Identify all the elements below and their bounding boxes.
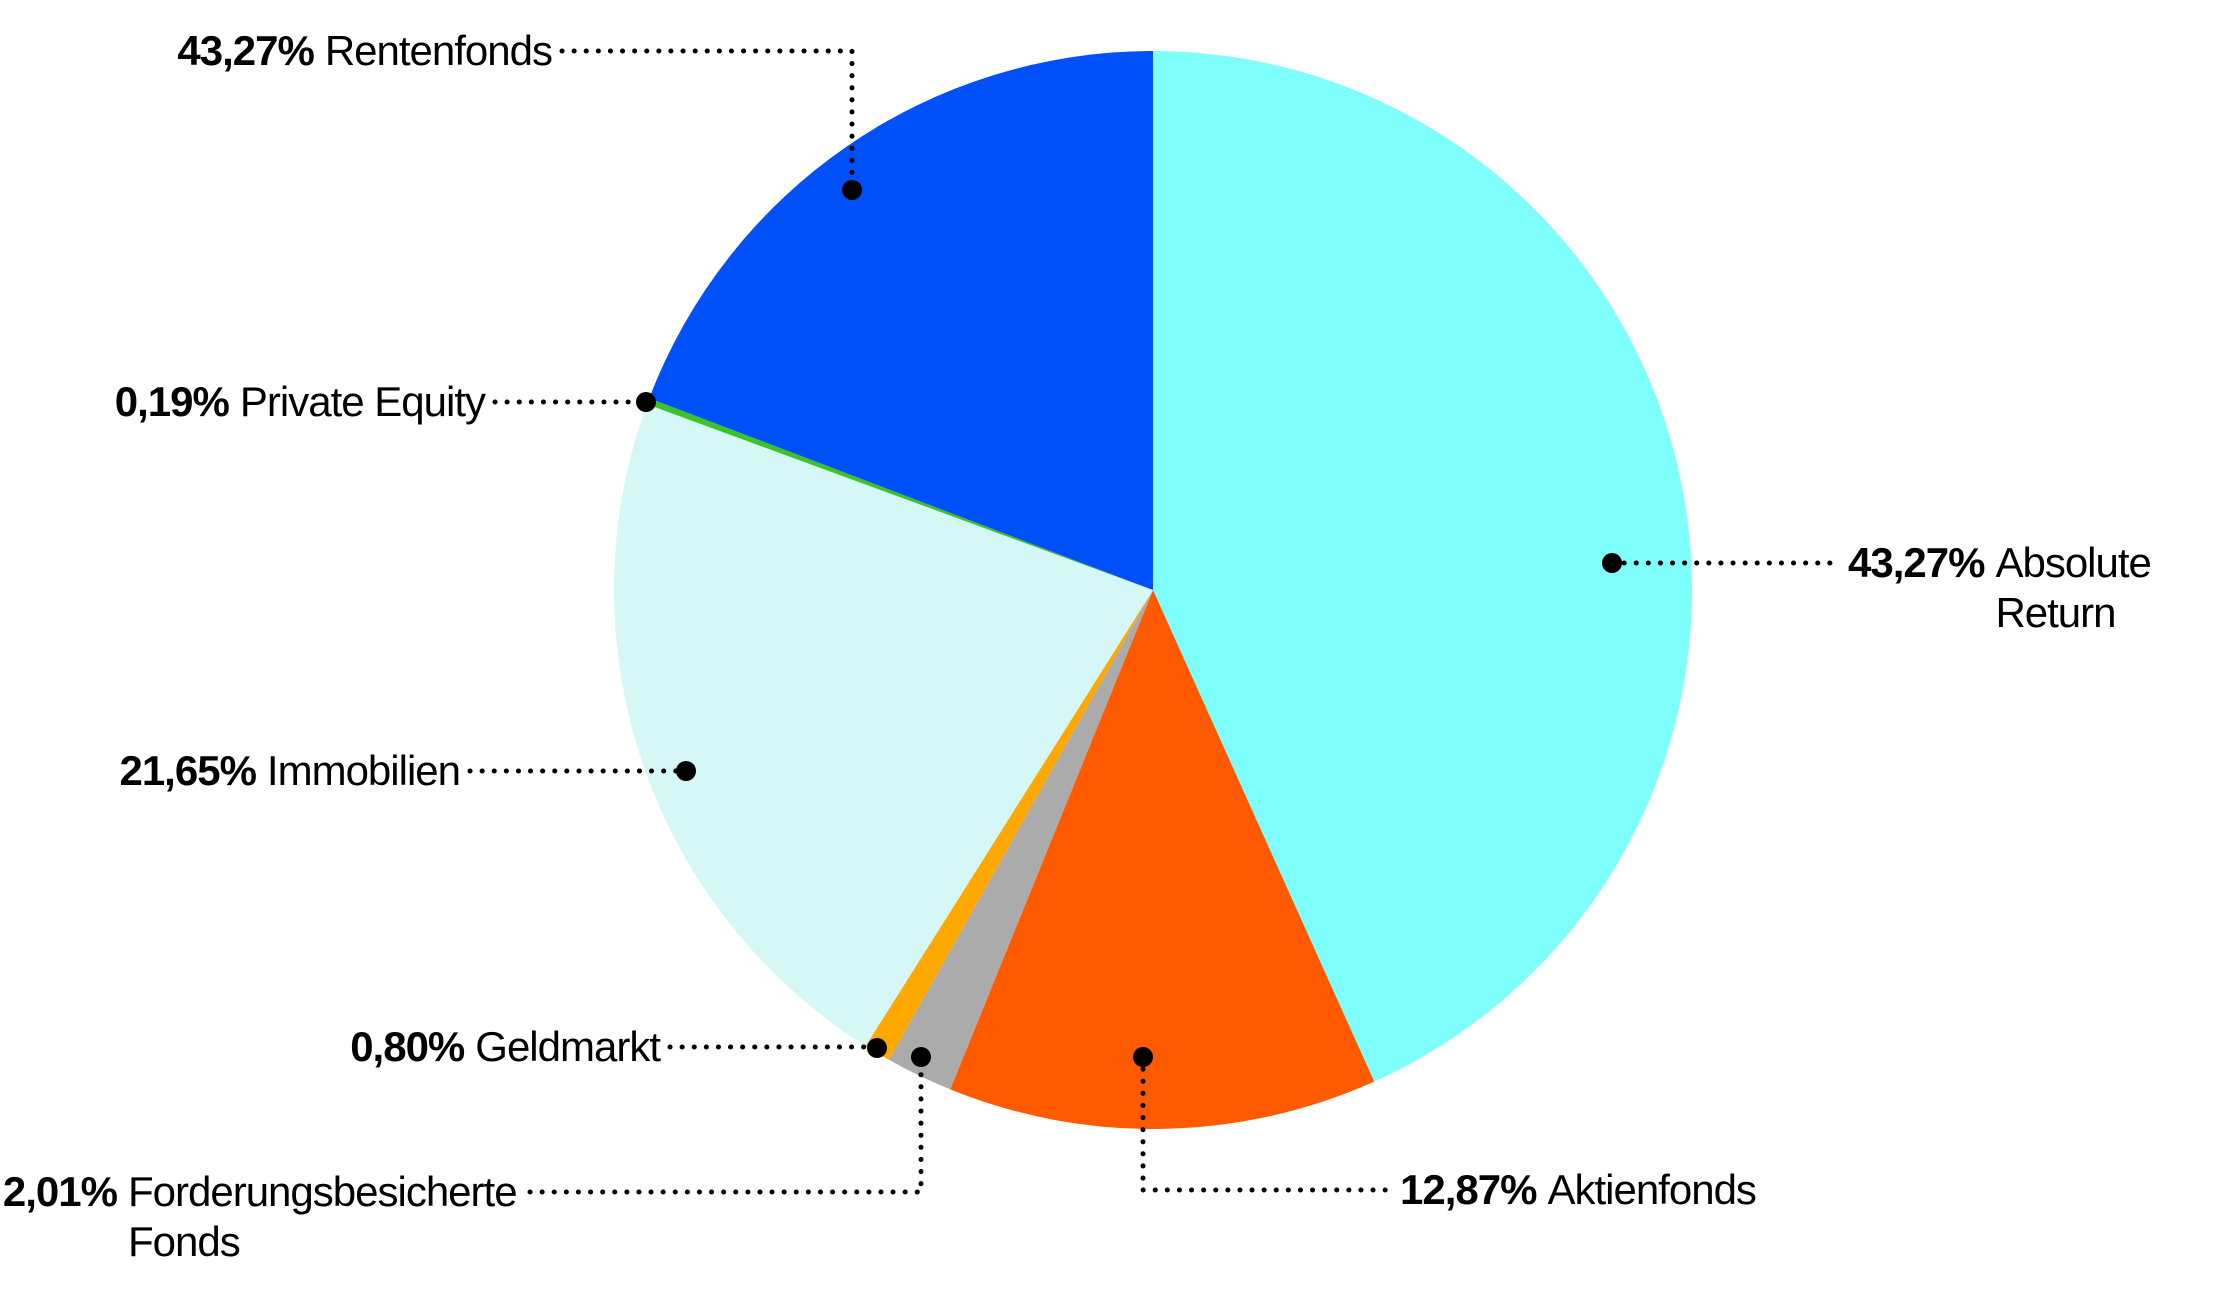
leader-line-rentenfonds [559, 48, 855, 193]
geldmarkt-percent: 0,80% [350, 1023, 465, 1070]
leader-dot-geldmarkt [867, 1038, 887, 1058]
pie-slice-absolute-return [1153, 51, 1693, 1082]
immobilien-percent: 21,65% [119, 747, 256, 794]
leader-dot-private-equity [636, 392, 656, 412]
pie-slice-immobilien [613, 404, 1153, 1046]
private-equity-label: Private Equity [239, 378, 486, 425]
callout-forderungsbesicherte-fonds: 2,01% Forderungsbesicherte Fonds [3, 1167, 520, 1267]
pie-slice-forderungsbesicherte-fonds [888, 590, 1153, 1090]
absolute-return-label: Absolute Return [1995, 539, 2151, 636]
callout-rentenfonds: 43,27% Rentenfonds [177, 26, 553, 76]
aktienfonds-percent: 12,87% [1400, 1166, 1537, 1213]
leader-dot-forderungsbesicherte-fonds [911, 1047, 931, 1067]
callout-absolute-return: 43,27% Absolute Return [1848, 538, 2165, 638]
callout-aktienfonds: 12,87% Aktienfonds [1400, 1165, 1757, 1215]
geldmarkt-label: Geldmarkt [475, 1023, 661, 1070]
pie-slice-aktienfonds [950, 590, 1375, 1129]
pie-slice-rentenfonds [649, 51, 1153, 590]
callout-geldmarkt: 0,80% Geldmarkt [350, 1022, 661, 1072]
leader-dot-absolute-return [1602, 553, 1622, 573]
leader-line-forderungsbesicherte-fonds [527, 1054, 924, 1195]
forderungsbesicherte-fonds-percent: 2,01% [2, 1168, 118, 1215]
pie-slice-geldmarkt [865, 590, 1153, 1060]
private-equity-percent: 0,19% [114, 378, 230, 425]
aktienfonds-label: Aktienfonds [1547, 1166, 1756, 1213]
absolute-return-percent: 43,27% [1848, 539, 1985, 586]
immobilien-label: Immobilien [266, 747, 461, 794]
leader-dot-aktienfonds [1133, 1047, 1153, 1067]
leader-line-aktienfonds [1140, 1054, 1393, 1193]
leader-dot-immobilien [676, 761, 696, 781]
rentenfonds-percent: 43,27% [177, 27, 314, 74]
leader-dot-rentenfonds [842, 180, 862, 200]
rentenfonds-label: Rentenfonds [324, 27, 553, 74]
callout-private-equity: 0,19% Private Equity [114, 377, 486, 427]
pie-slice-private-equity [647, 398, 1153, 590]
callout-immobilien: 21,65% Immobilien [119, 746, 461, 796]
forderungsbesicherte-fonds-label: Forderungsbesicherte Fonds [128, 1168, 518, 1265]
